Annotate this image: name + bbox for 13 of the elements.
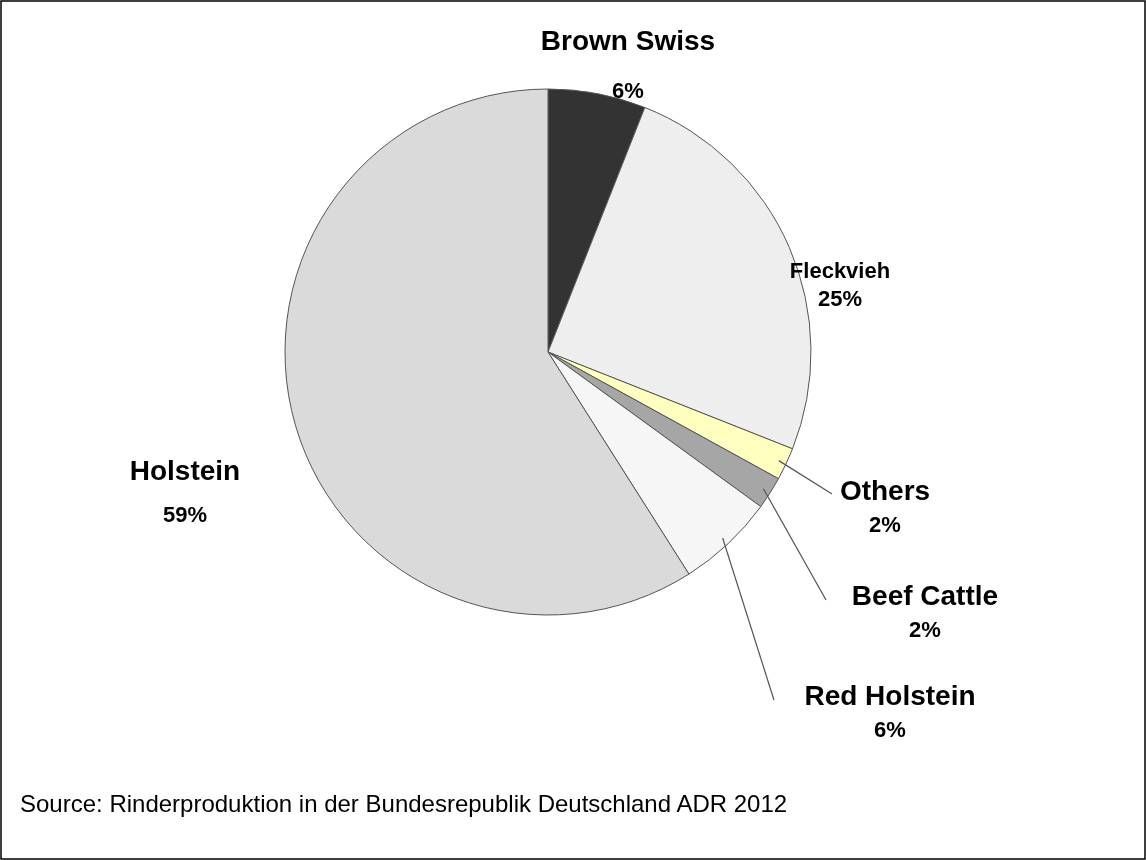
data-label: 6% bbox=[874, 717, 906, 742]
slice-label: Beef Cattle bbox=[851, 580, 999, 611]
slice-label: Brown Swiss bbox=[540, 25, 716, 56]
slice-label: Others bbox=[839, 475, 931, 506]
slice-label: Fleckvieh bbox=[789, 258, 891, 283]
data-label: 2% bbox=[909, 617, 941, 642]
data-label: 2% bbox=[869, 512, 901, 537]
data-label: 25% bbox=[817, 286, 863, 311]
source-note: Source: Rinderproduktion in der Bundesrepublik Deutschland ADR 2012 bbox=[20, 790, 788, 817]
slice-label: Holstein bbox=[129, 455, 241, 486]
slice-label: Red Holstein bbox=[804, 680, 976, 711]
data-label: 6% bbox=[612, 78, 644, 103]
data-label: 59% bbox=[162, 502, 208, 527]
